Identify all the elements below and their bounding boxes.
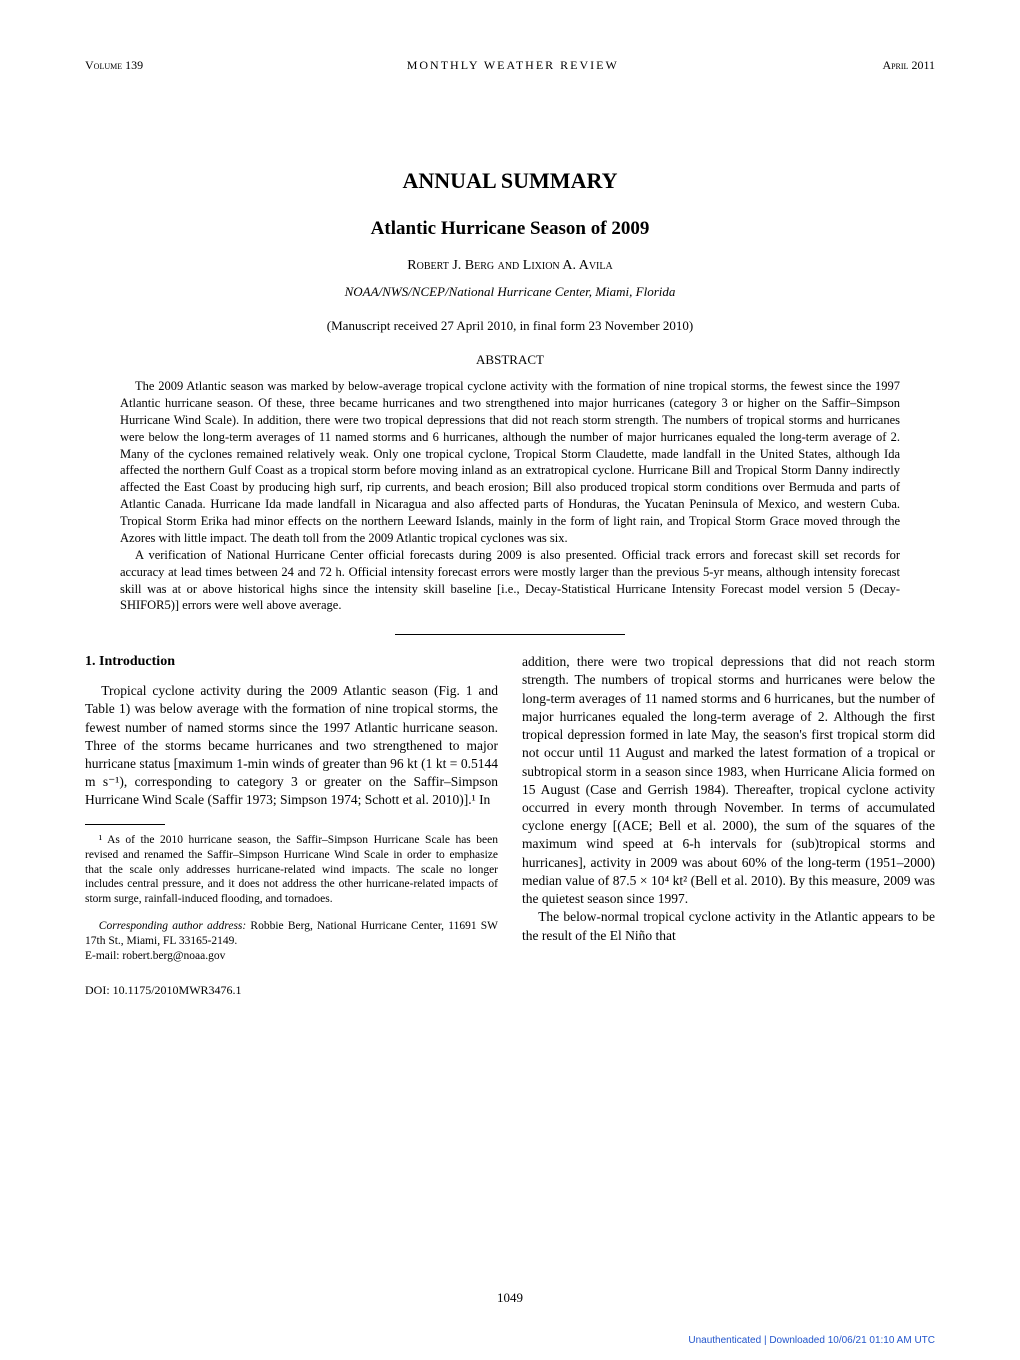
header-volume: Volume 139: [85, 58, 143, 73]
two-column-layout: 1. Introduction Tropical cyclone activit…: [85, 653, 935, 998]
corresponding-author-block: Corresponding author address: Robbie Ber…: [85, 919, 498, 964]
left-column: 1. Introduction Tropical cyclone activit…: [85, 653, 498, 998]
page-number: 1049: [0, 1290, 1020, 1306]
header-date: April 2011: [882, 58, 935, 73]
content-separator: [395, 634, 625, 635]
doi-text: DOI: 10.1175/2010MWR3476.1: [85, 982, 498, 998]
abstract-paragraph-1: The 2009 Atlantic season was marked by b…: [120, 378, 900, 547]
corresponding-label: Corresponding author address:: [99, 920, 246, 932]
author-names: Robert J. Berg and Lixion A. Avila: [85, 258, 935, 274]
intro-paragraph-right-2: The below-normal tropical cyclone activi…: [522, 908, 935, 944]
abstract-heading: ABSTRACT: [85, 352, 935, 368]
abstract-paragraph-2: A verification of National Hurricane Cen…: [120, 547, 900, 615]
footnote-rule: [85, 824, 165, 825]
author-affiliation: NOAA/NWS/NCEP/National Hurricane Center,…: [85, 284, 935, 300]
abstract-body: The 2009 Atlantic season was marked by b…: [120, 378, 900, 614]
running-header: Volume 139 MONTHLY WEATHER REVIEW April …: [85, 58, 935, 73]
section-kicker: ANNUAL SUMMARY: [85, 168, 935, 194]
footnote-1: ¹ As of the 2010 hurricane season, the S…: [85, 833, 498, 908]
right-column: addition, there were two tropical depres…: [522, 653, 935, 998]
download-watermark: Unauthenticated | Downloaded 10/06/21 01…: [688, 1335, 935, 1346]
corresponding-email: E-mail: robert.berg@noaa.gov: [85, 950, 225, 962]
section-heading-introduction: 1. Introduction: [85, 653, 498, 672]
article-title: Atlantic Hurricane Season of 2009: [85, 218, 935, 240]
intro-paragraph-right-1: addition, there were two tropical depres…: [522, 653, 935, 908]
manuscript-dates: (Manuscript received 27 April 2010, in f…: [85, 318, 935, 334]
header-journal-title: MONTHLY WEATHER REVIEW: [407, 58, 619, 73]
intro-paragraph-left: Tropical cyclone activity during the 200…: [85, 682, 498, 810]
